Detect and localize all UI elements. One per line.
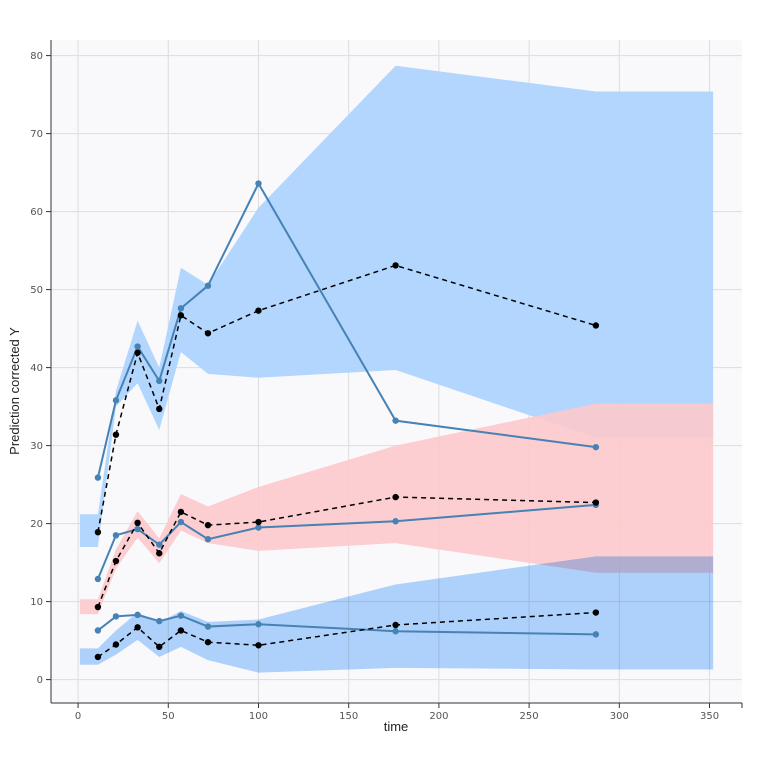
prediction-band-1 [79, 65, 714, 548]
observed-point[interactable] [255, 524, 262, 531]
simulated-point[interactable] [592, 609, 600, 616]
y-tick-label: 10 [30, 597, 43, 608]
observed-point[interactable] [392, 417, 399, 424]
simulated-point[interactable] [94, 653, 102, 661]
simulated-point[interactable] [134, 349, 141, 356]
simulated-point[interactable] [177, 508, 185, 516]
x-tick-label: 300 [610, 711, 629, 722]
simulated-point[interactable] [94, 528, 102, 536]
simulated-point[interactable] [94, 603, 102, 611]
simulated-point[interactable] [592, 499, 600, 506]
simulated-point[interactable] [204, 638, 212, 646]
tick-labels: 0 50 100 150 200 250 300 350 0 10 20 30 40 50 60 70 80 [30, 51, 719, 722]
x-tick-label: 50 [162, 711, 175, 722]
y-tick-label: 0 [37, 675, 43, 686]
simulated-point[interactable] [156, 405, 163, 413]
simulated-point[interactable] [112, 431, 120, 438]
simulated-point[interactable] [204, 330, 212, 337]
axes [46, 40, 743, 708]
observed-point[interactable] [592, 631, 600, 638]
simulated-point[interactable] [134, 519, 141, 527]
observed-point[interactable] [204, 536, 212, 543]
observed-point[interactable] [94, 575, 102, 583]
simulated-line-3 [97, 611, 596, 658]
simulated-point[interactable] [112, 641, 120, 648]
simulated-point[interactable] [156, 550, 163, 557]
observed-point[interactable] [94, 474, 102, 481]
simulated-point[interactable] [392, 493, 399, 501]
y-tick-label: 30 [30, 441, 43, 452]
observed-point[interactable] [177, 612, 185, 619]
x-tick-label: 350 [700, 711, 719, 722]
simulated-point[interactable] [255, 307, 262, 314]
y-tick-label: 40 [30, 363, 43, 374]
observed-point[interactable] [204, 282, 212, 289]
x-tick-label: 100 [249, 711, 268, 722]
observed-point[interactable] [134, 611, 141, 619]
percentile-points [94, 180, 600, 661]
simulated-point[interactable] [255, 642, 262, 649]
x-axis-label: time [384, 719, 409, 734]
simulated-point[interactable] [177, 312, 185, 319]
observed-point[interactable] [204, 623, 212, 630]
observed-point[interactable] [177, 305, 185, 312]
simulated-point[interactable] [255, 518, 262, 526]
simulated-point[interactable] [204, 521, 212, 529]
observed-point[interactable] [156, 377, 163, 385]
observed-point[interactable] [112, 613, 120, 620]
observed-point[interactable] [177, 518, 185, 526]
y-tick-label: 60 [30, 207, 43, 218]
x-tick-label: 150 [339, 711, 358, 722]
observed-point[interactable] [392, 518, 399, 525]
simulated-point[interactable] [392, 262, 399, 269]
observed-point[interactable] [156, 617, 163, 625]
y-tick-label: 80 [30, 51, 43, 62]
y-tick-label: 20 [30, 519, 43, 530]
observed-point[interactable] [392, 628, 399, 635]
observed-point[interactable] [592, 443, 600, 451]
simulated-point[interactable] [134, 624, 141, 631]
y-axis-label: Prediction corrected Y [7, 327, 22, 455]
simulated-line-1 [97, 264, 597, 533]
x-tick-label: 250 [520, 711, 539, 722]
observed-point[interactable] [134, 343, 141, 350]
simulated-line-2 [97, 496, 596, 608]
observed-point[interactable] [112, 532, 120, 539]
observed-point[interactable] [156, 541, 163, 548]
y-tick-label: 70 [30, 129, 43, 140]
simulated-point[interactable] [156, 643, 163, 651]
observed-point[interactable] [94, 627, 102, 634]
x-tick-label: 0 [75, 711, 81, 722]
observed-point[interactable] [255, 621, 262, 628]
simulated-point[interactable] [112, 557, 120, 565]
observed-point[interactable] [112, 397, 120, 404]
observed-point[interactable] [255, 180, 262, 187]
y-tick-label: 50 [30, 285, 43, 296]
simulated-point[interactable] [392, 621, 399, 629]
simulated-point[interactable] [177, 627, 185, 634]
simulated-point[interactable] [592, 322, 600, 329]
prediction-band-2 [79, 403, 714, 615]
x-tick-label: 200 [429, 711, 448, 722]
observed-point[interactable] [134, 525, 141, 533]
